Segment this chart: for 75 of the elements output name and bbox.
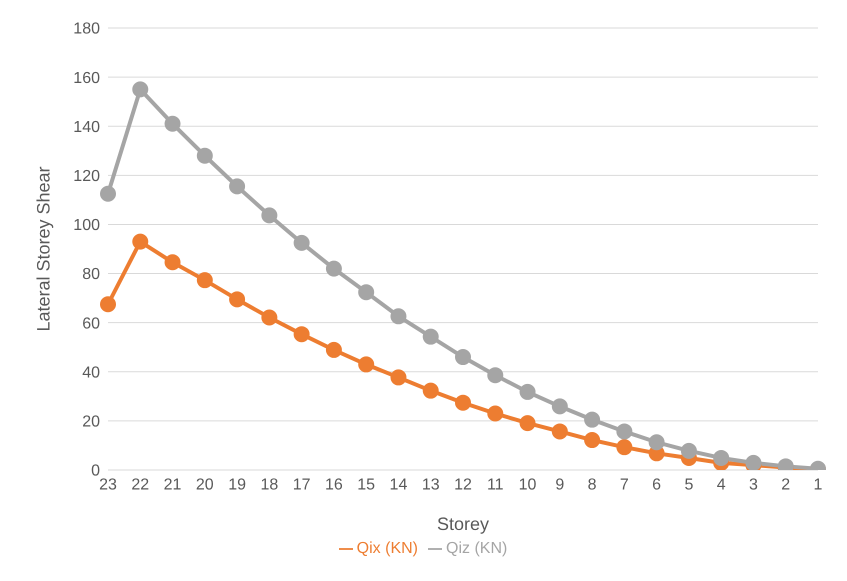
point	[713, 450, 730, 466]
x-tick-label: 3	[749, 476, 758, 494]
point	[584, 432, 600, 448]
x-tick-label: 23	[99, 476, 117, 494]
point	[616, 439, 632, 456]
point	[520, 415, 536, 432]
point	[132, 81, 148, 98]
point	[261, 310, 278, 326]
x-tick-label: 13	[422, 476, 440, 494]
x-tick-label: 16	[325, 476, 343, 494]
point	[648, 434, 665, 450]
point	[584, 412, 600, 428]
x-tick-label: 14	[390, 476, 408, 494]
point	[422, 382, 439, 399]
x-tick-label: 17	[292, 476, 311, 494]
x-tick-label: 20	[196, 476, 214, 494]
point	[390, 369, 406, 386]
point	[487, 367, 504, 384]
x-tick-label: 4	[716, 476, 726, 494]
x-tick-label: 10	[518, 476, 537, 494]
y-tick-label: 100	[73, 217, 100, 234]
point	[100, 296, 116, 312]
point	[552, 398, 568, 414]
point	[100, 186, 116, 202]
point	[358, 284, 374, 300]
point	[196, 148, 213, 164]
point	[132, 234, 148, 250]
point	[455, 349, 471, 366]
y-tick-label: 160	[73, 70, 100, 87]
point	[196, 272, 213, 288]
x-tick-label: 21	[164, 476, 182, 494]
x-tick-label: 11	[486, 476, 504, 494]
y-tick-label: 120	[73, 168, 100, 186]
x-tick-label: 15	[357, 476, 376, 494]
point	[294, 326, 310, 342]
legend-label: Qix (KN)	[356, 540, 418, 557]
point	[745, 454, 762, 470]
point	[164, 116, 181, 132]
x-tick-label: 22	[131, 476, 150, 494]
x-tick-label: 7	[620, 476, 629, 494]
x-tick-label: 18	[260, 476, 278, 494]
y-axis-title: Lateral Storey Shear	[33, 166, 54, 332]
x-tick-label: 12	[454, 476, 472, 494]
point	[229, 291, 246, 308]
y-tick-label: 80	[82, 266, 100, 284]
point	[455, 394, 471, 411]
point	[487, 406, 504, 422]
legend-label: Qiz (KN)	[446, 540, 508, 557]
point	[616, 423, 632, 440]
x-axis-title: Storey	[436, 514, 490, 534]
x-tick-label: 9	[555, 476, 564, 494]
point	[520, 384, 536, 400]
x-tick-label: 1	[814, 476, 823, 494]
x-tick-label: 5	[684, 476, 694, 494]
y-tick-label: 60	[82, 315, 100, 332]
y-tick-label: 40	[82, 364, 100, 382]
x-tick-label: 2	[781, 476, 790, 494]
y-tick-label: 140	[73, 118, 100, 136]
point	[326, 260, 342, 277]
point	[229, 178, 246, 194]
y-tick-label: 0	[91, 462, 100, 480]
point	[326, 342, 342, 358]
point	[680, 442, 697, 459]
point	[261, 207, 278, 224]
point	[164, 254, 181, 270]
point	[390, 308, 406, 324]
y-tick-label: 180	[73, 20, 100, 38]
point	[552, 423, 568, 440]
x-tick-label: 6	[652, 476, 662, 494]
x-tick-label: 8	[588, 476, 597, 494]
point	[422, 328, 439, 345]
y-tick-label: 20	[82, 414, 100, 431]
point	[294, 234, 310, 251]
point	[358, 356, 374, 372]
x-tick-label: 19	[228, 476, 246, 494]
